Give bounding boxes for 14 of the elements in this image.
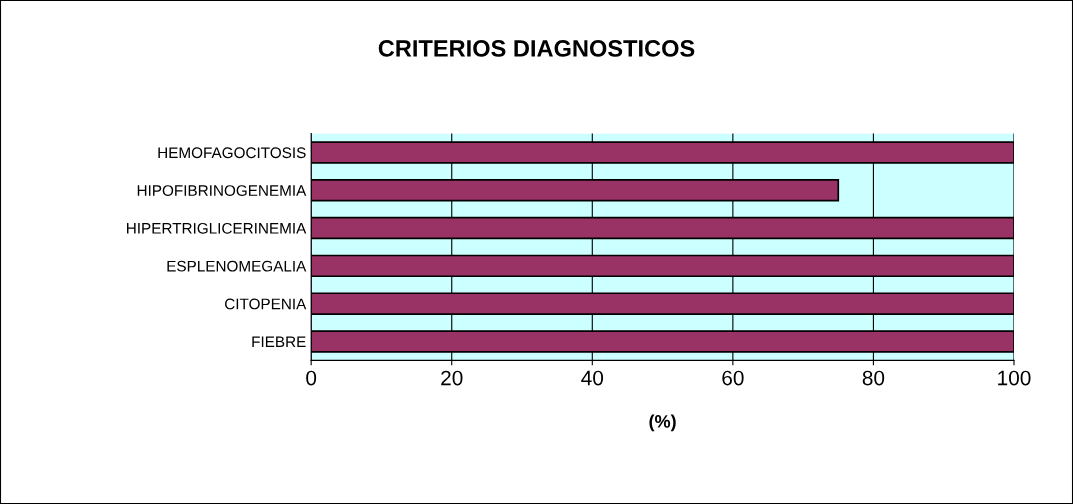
x-tick-label: 40	[581, 370, 604, 386]
x-tick-label: 0	[306, 370, 317, 386]
y-tick-label: HEMOFAGOCITOSIS	[158, 147, 306, 159]
x-tick-label: 80	[862, 370, 885, 386]
y-tick-label: HIPERTRIGLICERINEMIA	[127, 222, 307, 234]
chart-title: CRITERIOS DIAGNOSTICOS	[378, 40, 695, 57]
y-tick-label: CITOPENIA	[225, 298, 307, 310]
x-axis-title: (%)	[649, 414, 676, 432]
y-tick-label: ESPLENOMEGALIA	[167, 260, 307, 272]
x-tick-label: 20	[441, 370, 463, 386]
x-tick-label: 100	[998, 370, 1031, 386]
x-tick-label: 60	[722, 370, 744, 386]
y-tick-label: HIPOFIBRINOGENEMIA	[137, 185, 307, 196]
y-tick-label: FIEBRE	[252, 336, 306, 347]
